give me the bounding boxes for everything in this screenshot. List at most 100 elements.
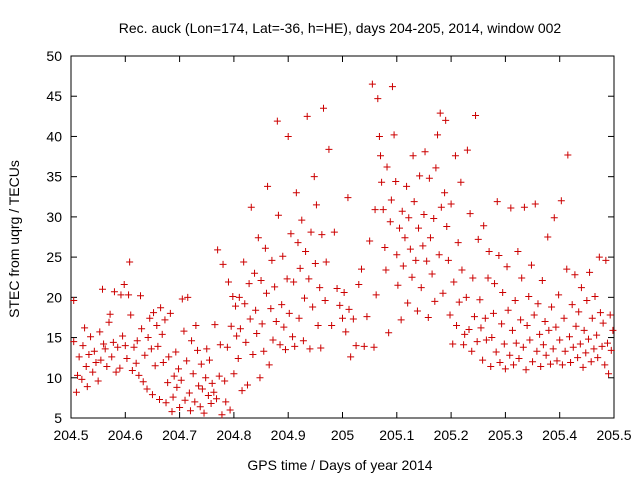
data-point (191, 398, 199, 406)
data-point (511, 297, 519, 305)
data-point (227, 322, 235, 330)
data-point (310, 173, 318, 181)
data-point (512, 339, 520, 347)
y-tick-label: 15 (46, 330, 62, 346)
data-point (101, 345, 109, 353)
data-point (108, 353, 116, 361)
data-point (240, 258, 248, 266)
data-point (398, 207, 406, 215)
data-point (157, 304, 165, 312)
data-point (363, 313, 371, 321)
data-point (443, 223, 451, 231)
data-point (568, 301, 576, 309)
data-point (598, 342, 606, 350)
data-point (333, 284, 341, 292)
data-point (583, 297, 591, 305)
data-point (447, 200, 455, 208)
data-point (385, 329, 393, 337)
data-point (507, 204, 515, 212)
data-point (366, 237, 374, 245)
data-point (285, 309, 293, 317)
data-point (399, 262, 407, 270)
data-point (487, 363, 495, 371)
data-point (247, 203, 255, 211)
data-point (230, 370, 238, 378)
data-point (336, 301, 344, 309)
data-point (352, 342, 360, 350)
data-point (522, 366, 530, 374)
y-tick-label: 5 (54, 410, 62, 426)
data-point (371, 206, 379, 214)
data-point (180, 327, 188, 335)
data-point (553, 357, 561, 365)
data-point (97, 356, 105, 364)
x-tick-label: 205.1 (379, 427, 414, 443)
data-point (372, 291, 380, 299)
x-tick-label: 204.9 (271, 427, 306, 443)
data-point (482, 336, 490, 344)
data-point (344, 194, 352, 202)
data-point (238, 387, 246, 395)
data-point (420, 210, 428, 218)
data-point (541, 317, 549, 325)
data-point (603, 339, 611, 347)
data-point (413, 307, 421, 315)
data-point (151, 362, 159, 370)
data-point (312, 201, 320, 209)
data-point (216, 341, 224, 349)
data-point (579, 363, 587, 371)
data-point (168, 408, 176, 416)
data-point (396, 224, 404, 232)
y-tick-label: 25 (46, 249, 62, 265)
data-point (105, 318, 113, 326)
data-point (510, 361, 518, 369)
data-point (70, 338, 78, 346)
data-point (154, 342, 162, 350)
data-point (92, 358, 100, 366)
data-point (593, 331, 601, 339)
data-point (358, 265, 366, 273)
data-point (235, 293, 243, 301)
data-point (294, 239, 302, 247)
data-point (215, 372, 223, 380)
data-point (601, 361, 609, 369)
data-point (481, 314, 489, 322)
data-point (430, 214, 438, 222)
data-point (576, 340, 584, 348)
data-point (406, 245, 414, 253)
data-point (444, 256, 452, 264)
data-point (300, 294, 308, 302)
data-point (404, 299, 412, 307)
data-point (262, 289, 270, 297)
data-point (194, 346, 202, 354)
data-point (374, 95, 382, 103)
data-point (100, 340, 108, 348)
data-point (198, 385, 206, 393)
data-point (314, 321, 322, 329)
data-point (386, 218, 394, 226)
data-point (542, 351, 550, 359)
data-point (98, 285, 106, 293)
data-point (292, 189, 300, 197)
data-point (506, 351, 514, 359)
data-point (307, 228, 315, 236)
data-point (595, 253, 603, 261)
data-point (387, 196, 395, 204)
data-point (409, 152, 417, 160)
data-point (523, 321, 531, 329)
data-point (279, 252, 287, 260)
data-point (530, 311, 538, 319)
data-point (121, 342, 129, 350)
data-point (450, 278, 458, 286)
x-tick-label: 205.4 (542, 427, 577, 443)
data-point (242, 338, 250, 346)
data-point (158, 330, 166, 338)
data-point (186, 407, 194, 415)
data-point (552, 323, 560, 331)
data-point (316, 284, 324, 292)
data-point (214, 246, 222, 254)
data-point (465, 326, 473, 334)
data-point (577, 284, 585, 292)
data-point (479, 356, 487, 364)
data-point (75, 353, 83, 361)
